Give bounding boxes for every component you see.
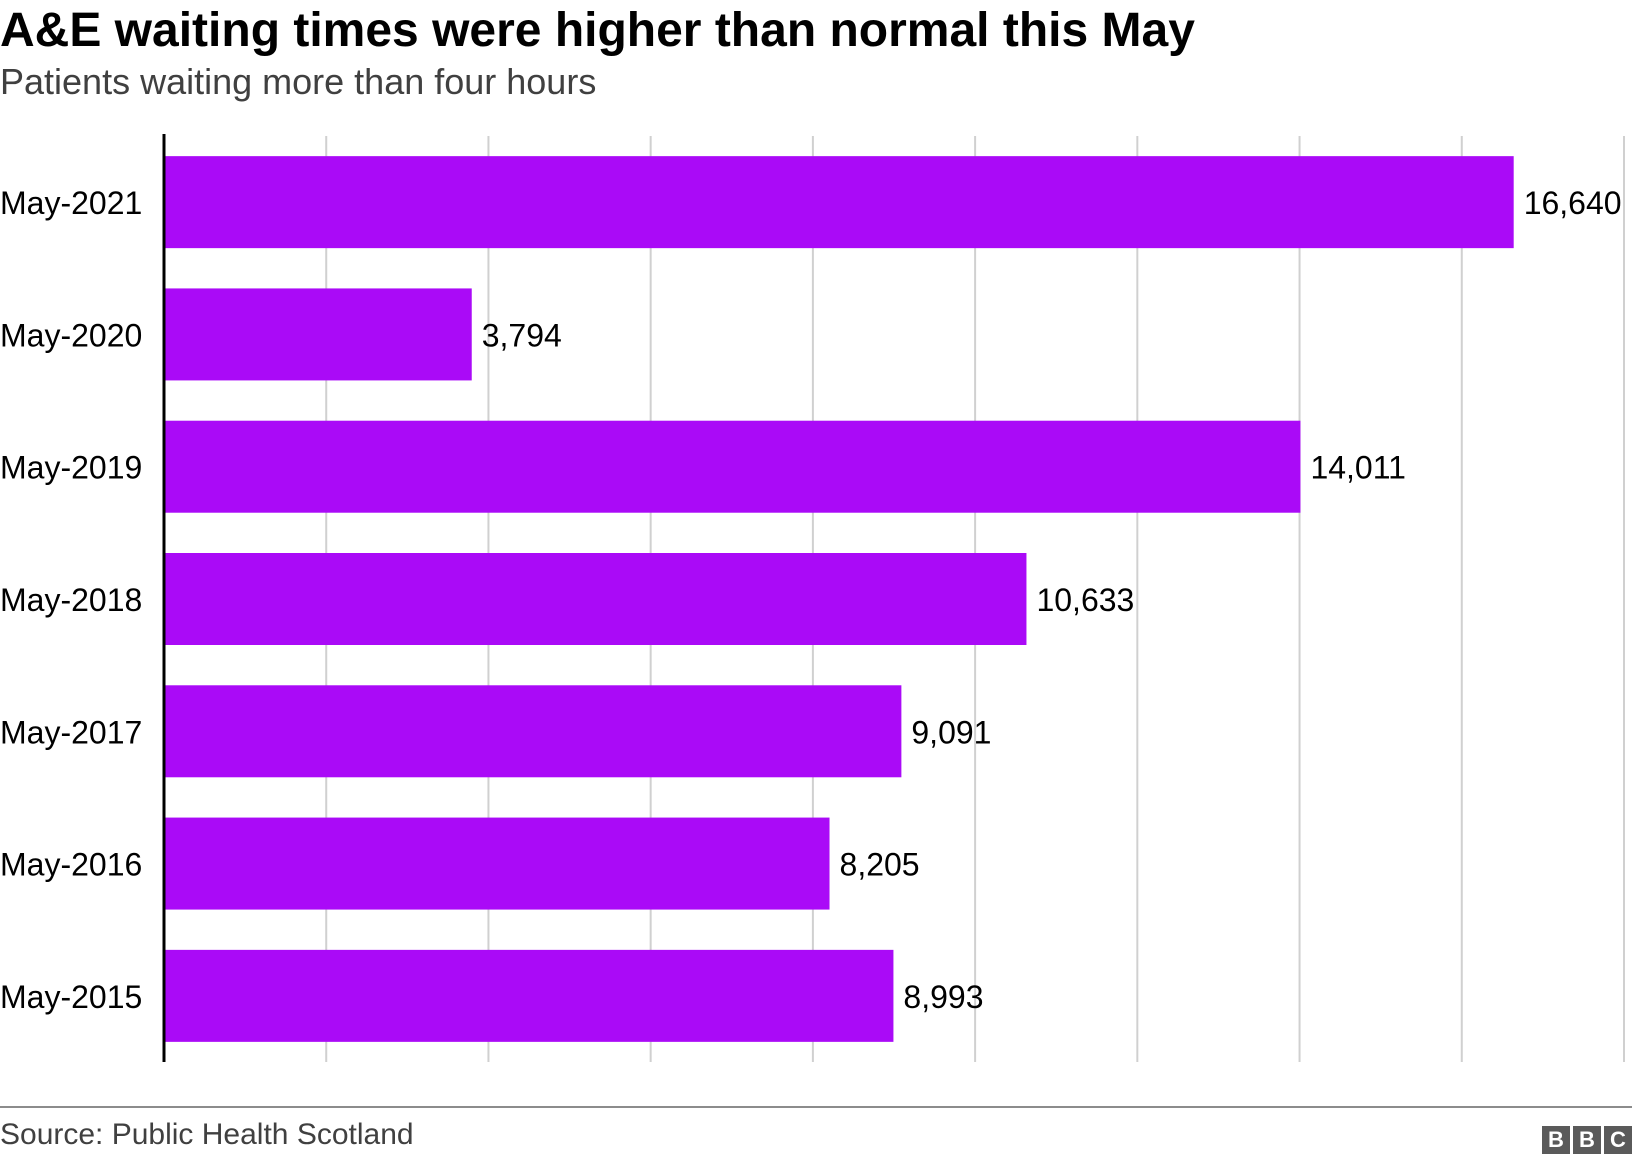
category-label: May-2017 [0, 714, 142, 750]
bbc-logo: B B C [1542, 1126, 1632, 1154]
category-label: May-2016 [0, 847, 142, 883]
chart-title: A&E waiting times were higher than norma… [0, 4, 1195, 57]
data-label: 10,633 [1036, 582, 1134, 618]
category-label: May-2015 [0, 979, 142, 1015]
chart-subtitle: Patients waiting more than four hours [0, 61, 597, 102]
data-label: 8,993 [903, 979, 983, 1015]
bar-chart: May-2021 16,640 May-2020 3,794 May-2019 14,01… [0, 134, 1625, 1062]
footer-divider [0, 1106, 1632, 1108]
data-label: 14,011 [1310, 450, 1406, 486]
bbc-logo-letter-2: B [1573, 1126, 1601, 1154]
source-note: Source: Public Health Scotland [0, 1118, 414, 1151]
category-label: May-2019 [0, 450, 142, 486]
category-label: May-2021 [0, 185, 142, 221]
bbc-logo-letter-1: B [1542, 1126, 1570, 1154]
data-label: 3,794 [482, 317, 562, 353]
category-label: May-2018 [0, 582, 142, 618]
bbc-logo-letter-3: C [1604, 1126, 1632, 1154]
bar [164, 156, 1514, 249]
data-label: 8,205 [840, 847, 920, 883]
data-label: 9,091 [911, 714, 991, 750]
bar [164, 553, 1027, 645]
bar [164, 685, 902, 778]
bar [164, 817, 830, 910]
bar [164, 288, 472, 381]
bar [164, 949, 894, 1042]
category-label: May-2020 [0, 317, 142, 353]
bar [164, 420, 1301, 513]
data-label: 16,640 [1524, 185, 1622, 221]
